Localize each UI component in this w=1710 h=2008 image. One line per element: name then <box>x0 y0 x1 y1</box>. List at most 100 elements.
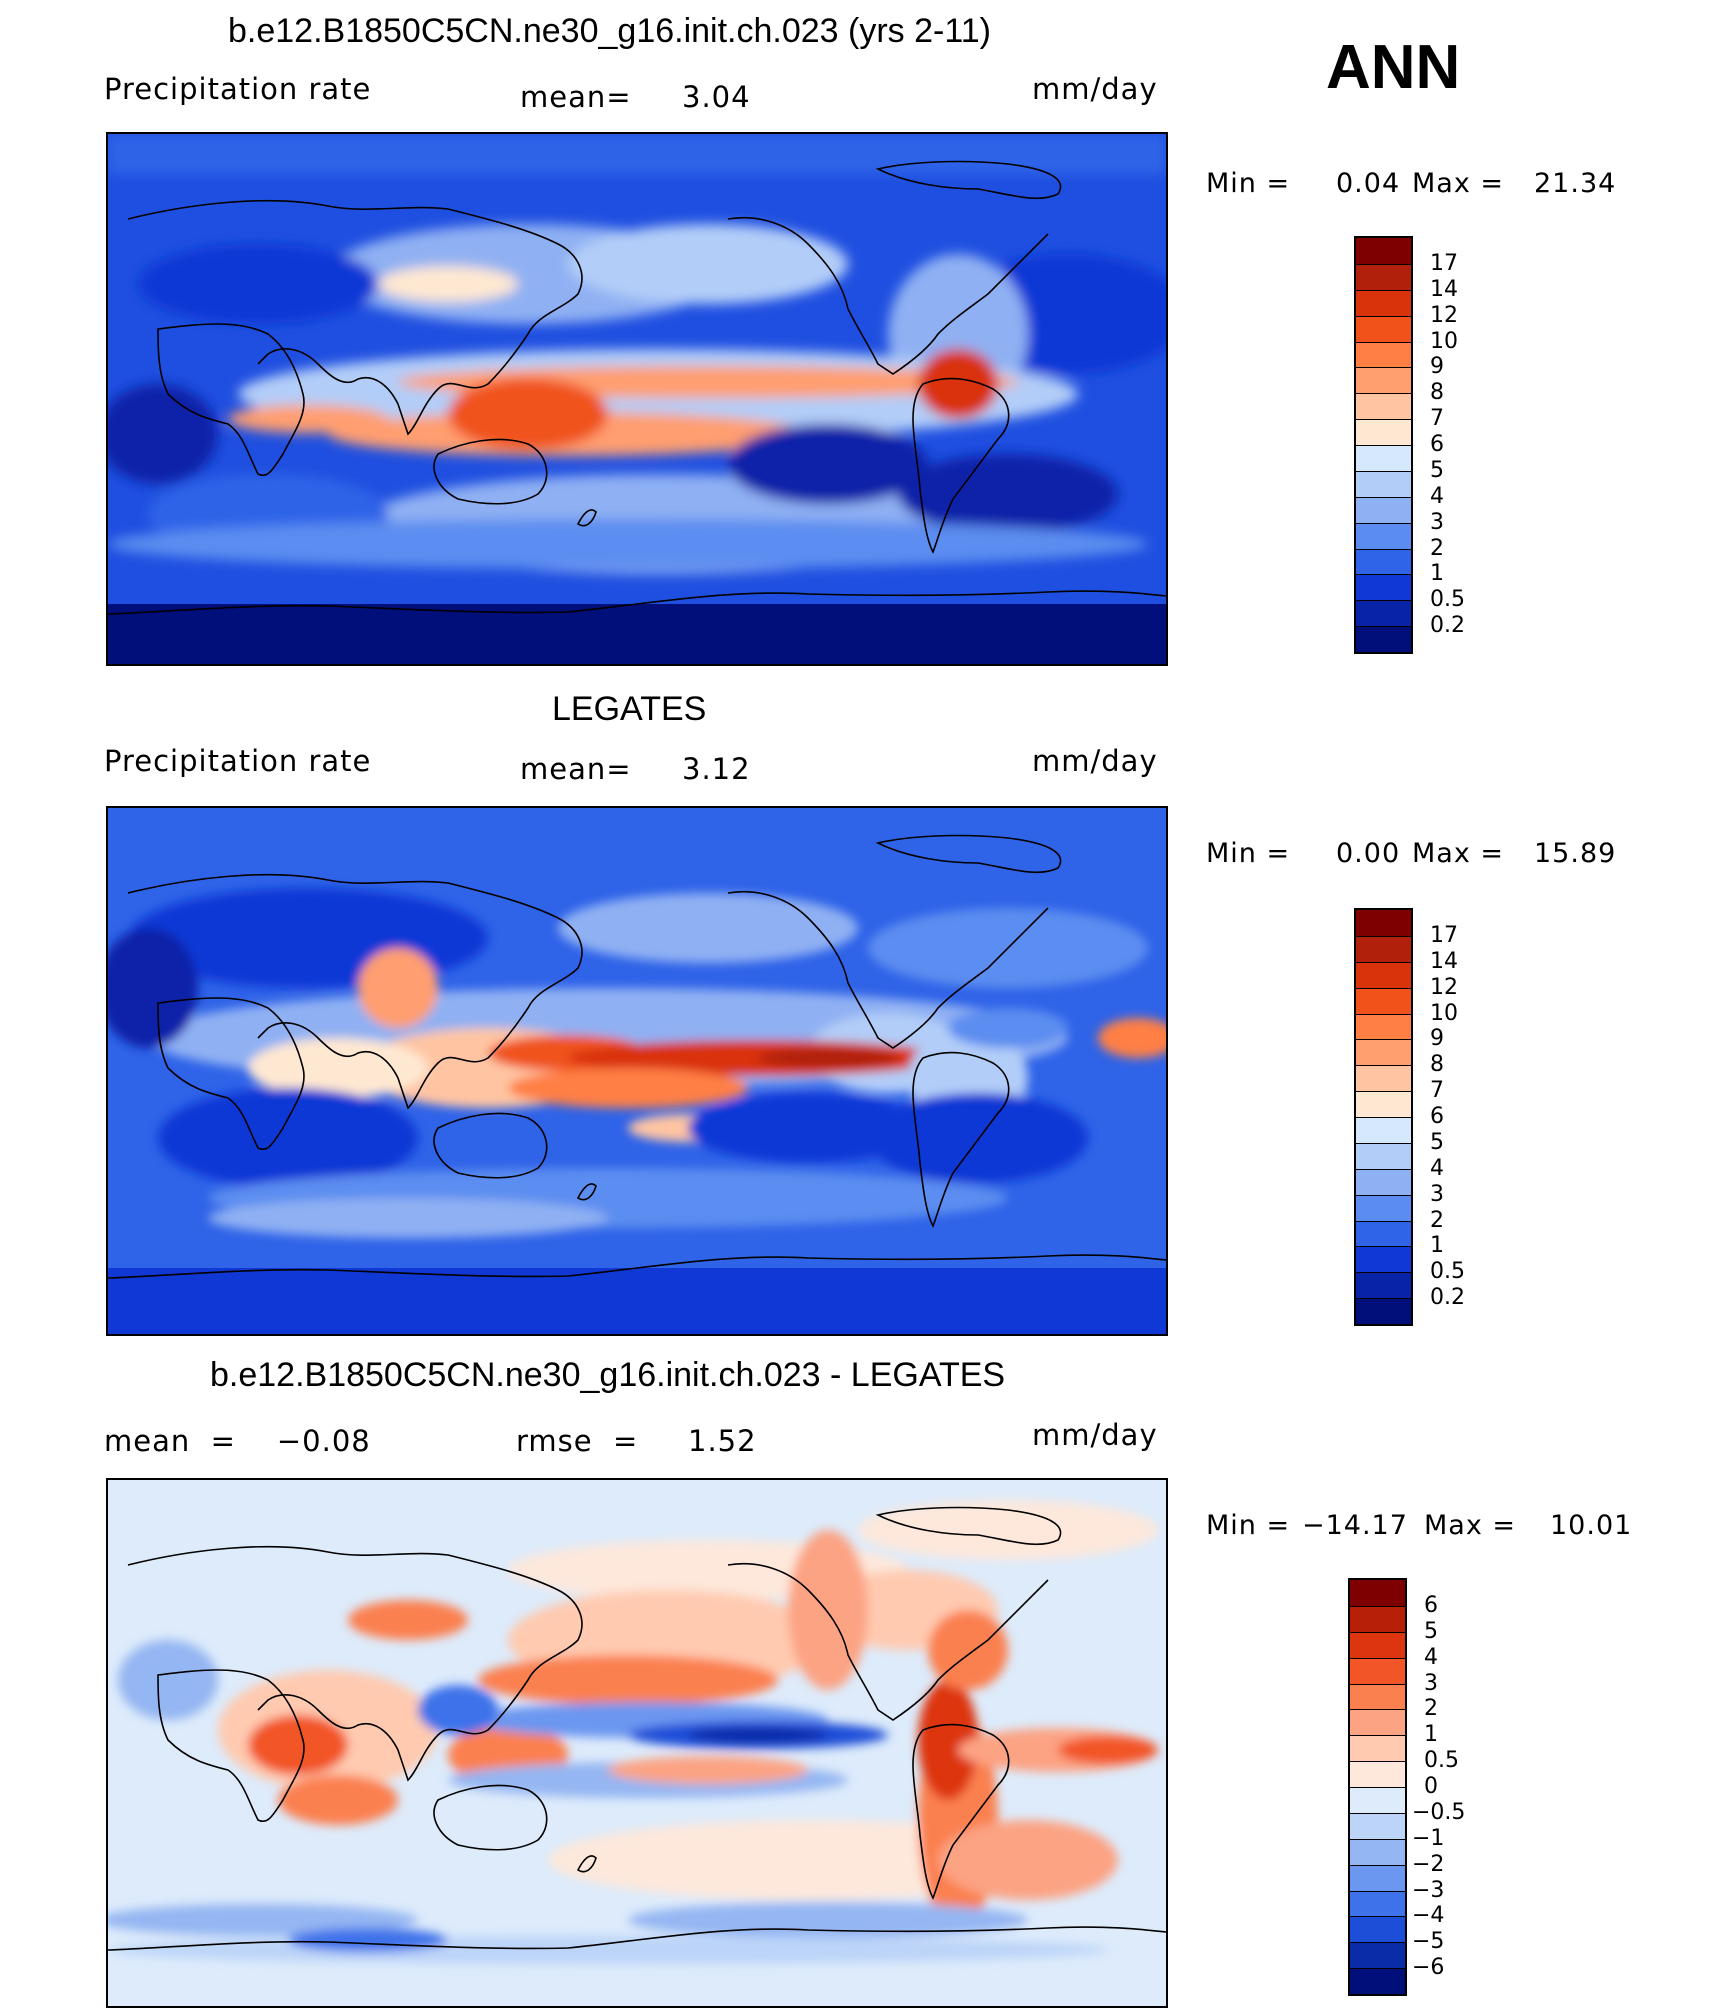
panel-3-max-value: 10.01 <box>1550 1510 1633 1541</box>
colorbar-swatch <box>1356 1091 1411 1117</box>
colorbar-tick-label: 1 <box>1424 1722 1438 1748</box>
colorbar-tick-label: 0.2 <box>1430 1285 1465 1311</box>
colorbar-tick-label: 3 <box>1430 509 1444 535</box>
colorbar-tick-label: 4 <box>1424 1644 1438 1670</box>
colorbar-tick-label: 2 <box>1430 1207 1444 1233</box>
colorbar-swatch <box>1356 496 1411 523</box>
panel-2-units: mm/day <box>1032 744 1158 778</box>
colorbar-swatch <box>1356 238 1411 264</box>
colorbar-swatch <box>1350 1812 1405 1839</box>
colorbar-swatch <box>1350 1942 1405 1969</box>
colorbar-swatch <box>1350 1864 1405 1891</box>
panel-3-units: mm/day <box>1032 1418 1158 1452</box>
colorbar-swatch <box>1356 393 1411 420</box>
panel-1-colorbar <box>1354 236 1413 654</box>
colorbar-swatch <box>1356 341 1411 368</box>
colorbar-tick-label: 0 <box>1424 1774 1438 1799</box>
colorbar-tick-label: −6 <box>1412 1955 1445 1981</box>
colorbar-swatch <box>1350 1761 1405 1787</box>
colorbar-swatch <box>1350 1838 1405 1865</box>
panel-3-map <box>106 1478 1168 2008</box>
colorbar-tick-label: −1 <box>1412 1825 1445 1851</box>
colorbar-tick-label: 6 <box>1424 1592 1438 1618</box>
colorbar-tick-label: 8 <box>1430 1052 1444 1078</box>
panel-3-rmse-label: rmse = <box>516 1424 639 1458</box>
panel-1-units: mm/day <box>1032 72 1158 106</box>
colorbar-swatch <box>1350 1968 1405 1994</box>
panel-2-variable-label: Precipitation rate <box>104 744 372 778</box>
colorbar-swatch <box>1356 1142 1411 1169</box>
panel-2-antarctic-band <box>108 1268 1166 1334</box>
panel-1-variable-label: Precipitation rate <box>104 72 372 106</box>
panel-3-diff-field <box>108 1500 1158 1964</box>
panel-3-mean-label: mean = −0.08 <box>104 1424 371 1458</box>
colorbar-swatch <box>1356 445 1411 471</box>
colorbar-swatch <box>1356 548 1411 575</box>
colorbar-tick-label: 3 <box>1430 1181 1444 1207</box>
colorbar-swatch <box>1350 1890 1405 1917</box>
colorbar-swatch <box>1356 367 1411 394</box>
colorbar-swatch <box>1356 1220 1411 1247</box>
panel-1-antarctic-band <box>108 604 1166 664</box>
panel-3-min-label: Min = <box>1206 1510 1291 1541</box>
colorbar-swatch <box>1356 1246 1411 1273</box>
panel-2-title: LEGATES <box>552 690 707 728</box>
colorbar-tick-label: 10 <box>1430 328 1458 354</box>
panel-1-mean-value: 3.04 <box>682 80 751 114</box>
colorbar-swatch <box>1356 315 1411 342</box>
panel-1-min-label: Min = <box>1206 168 1291 199</box>
panel-3-max-label: Max = <box>1424 1510 1517 1541</box>
colorbar-tick-label: 1 <box>1430 1233 1444 1259</box>
colorbar-tick-label: 8 <box>1430 380 1444 406</box>
panel-2-precip-field <box>108 888 1166 1238</box>
colorbar-tick-label: 5 <box>1424 1618 1438 1644</box>
panel-2-min-label: Min = <box>1206 838 1291 869</box>
colorbar-tick-label: −4 <box>1412 1903 1445 1929</box>
colorbar-swatch <box>1356 470 1411 497</box>
colorbar-tick-label: 0.5 <box>1424 1748 1459 1774</box>
colorbar-tick-label: −3 <box>1412 1877 1445 1903</box>
colorbar-swatch <box>1350 1709 1405 1736</box>
colorbar-swatch <box>1350 1580 1405 1606</box>
colorbar-tick-label: 0.5 <box>1430 1259 1465 1285</box>
panel-2-max-value: 15.89 <box>1534 838 1617 869</box>
colorbar-swatch <box>1356 1298 1411 1324</box>
colorbar-tick-label: 12 <box>1430 302 1458 328</box>
panel-3-rmse-value: 1.52 <box>688 1424 757 1458</box>
colorbar-swatch <box>1356 626 1411 652</box>
colorbar-tick-label: −0.5 <box>1412 1799 1466 1825</box>
panel-1-max-value: 21.34 <box>1534 168 1617 199</box>
colorbar-swatch <box>1356 987 1411 1014</box>
colorbar-tick-label: 9 <box>1430 1026 1444 1052</box>
colorbar-swatch <box>1356 289 1411 316</box>
colorbar-tick-label: 10 <box>1430 1000 1458 1026</box>
colorbar-swatch <box>1356 522 1411 549</box>
colorbar-swatch <box>1350 1631 1405 1658</box>
panel-3-coastlines <box>108 1506 1166 1951</box>
panel-1-coastlines <box>108 160 1166 615</box>
colorbar-swatch <box>1356 935 1411 962</box>
colorbar-swatch <box>1356 574 1411 601</box>
colorbar-tick-label: 14 <box>1430 276 1458 302</box>
panel-2-colorbar <box>1354 908 1413 1326</box>
panel-1-map <box>106 132 1168 666</box>
panel-1-map-plot <box>108 134 1166 664</box>
season-label: ANN <box>1326 33 1461 102</box>
colorbar-tick-label: 7 <box>1430 406 1444 432</box>
colorbar-swatch <box>1356 1013 1411 1040</box>
colorbar-swatch <box>1356 1065 1411 1092</box>
colorbar-swatch <box>1356 1272 1411 1299</box>
panel-1-min-value: 0.04 <box>1336 168 1401 199</box>
colorbar-tick-label: 5 <box>1430 457 1444 483</box>
panel-2-map <box>106 806 1168 1336</box>
panel-1-max-label: Max = <box>1412 168 1505 199</box>
panel-2-mean-label: mean= <box>520 752 632 786</box>
colorbar-tick-label: 2 <box>1430 535 1444 561</box>
colorbar-tick-label: 7 <box>1430 1078 1444 1104</box>
colorbar-swatch <box>1350 1657 1405 1684</box>
panel-2-mean-value: 3.12 <box>682 752 751 786</box>
colorbar-swatch <box>1356 961 1411 988</box>
colorbar-swatch <box>1356 1117 1411 1143</box>
colorbar-swatch <box>1356 600 1411 627</box>
colorbar-tick-label: 3 <box>1424 1670 1438 1696</box>
